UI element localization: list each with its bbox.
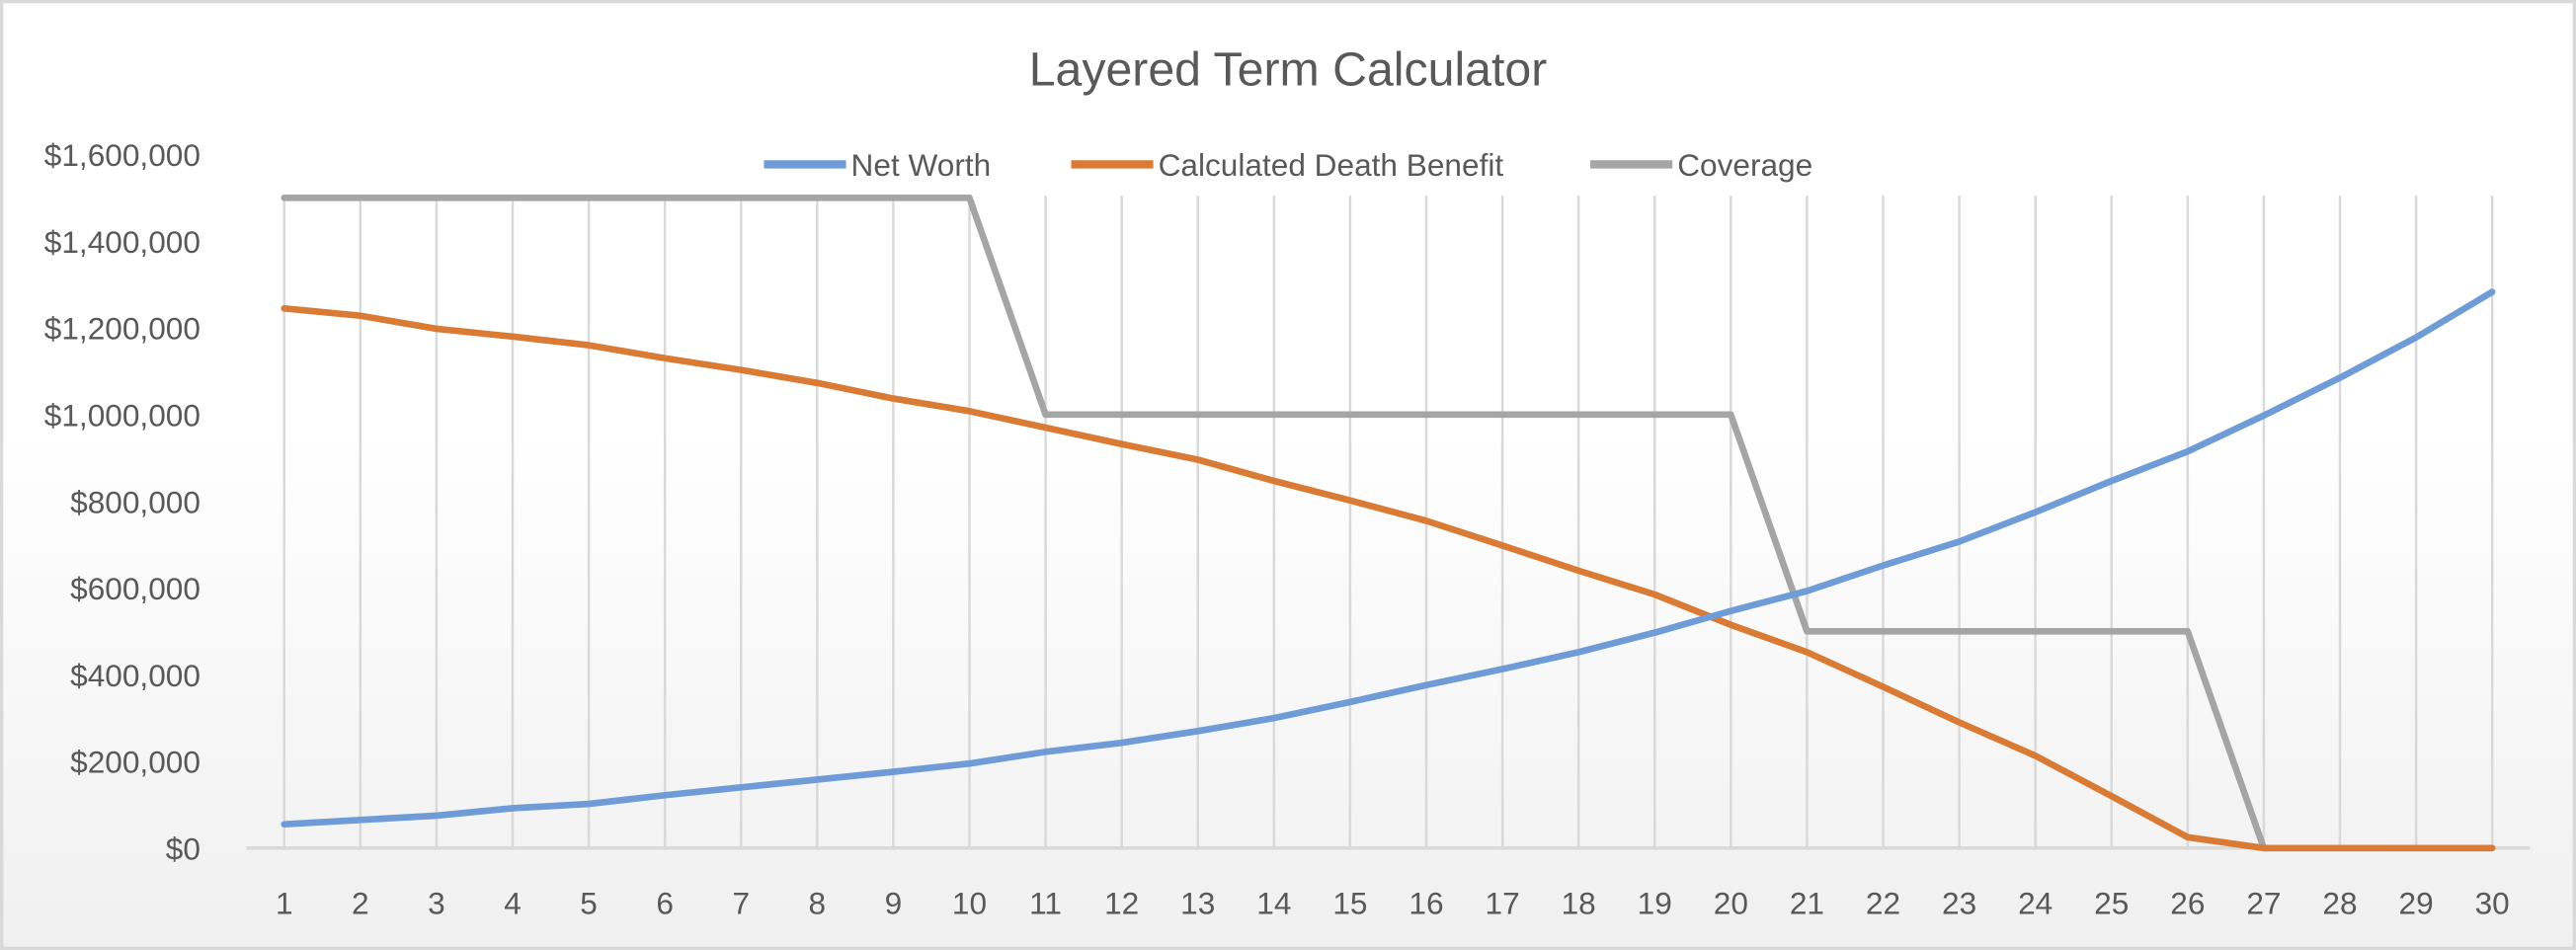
x-tick-label: 30 [2475, 885, 2510, 920]
x-tick-label: 19 [1638, 885, 1672, 920]
chart-title: Layered Term Calculator [1029, 43, 1548, 97]
x-tick-label: 24 [2018, 885, 2053, 920]
x-tick-label: 29 [2399, 885, 2434, 920]
legend-item-net-worth[interactable]: Net Worth [764, 147, 991, 183]
legend-item-coverage[interactable]: Coverage [1590, 147, 1812, 183]
x-tick-label: 20 [1714, 885, 1748, 920]
x-tick-label: 28 [2322, 885, 2357, 920]
x-tick-label: 11 [1029, 885, 1062, 920]
legend-item-calculated-death-benefit[interactable]: Calculated Death Benefit [1071, 147, 1503, 183]
x-tick-label: 4 [504, 885, 522, 920]
legend-label: Net Worth [851, 147, 992, 183]
x-tick-label: 14 [1256, 885, 1291, 920]
y-axis: $0 $200,000 $400,000 $600,000 $800,000 $1,000… [44, 137, 201, 866]
legend[interactable]: Net Worth Calculated Death Benefit Coverag… [764, 147, 1812, 183]
y-tick-label: $600,000 [70, 571, 201, 606]
x-tick-label: 5 [580, 885, 598, 920]
x-tick-label: 9 [885, 885, 903, 920]
series-lines [281, 195, 2496, 852]
y-tick-label: $1,400,000 [44, 224, 201, 260]
gridlines [246, 196, 2531, 850]
x-tick-label: 7 [732, 885, 750, 920]
x-tick-label: 21 [1790, 885, 1824, 920]
y-tick-label: $1,200,000 [44, 311, 201, 347]
series-line-calculated-death-benefit [281, 304, 2496, 852]
y-tick-label: $1,600,000 [44, 137, 201, 173]
x-tick-label: 22 [1866, 885, 1900, 920]
x-tick-label: 26 [2170, 885, 2205, 920]
x-tick-label: 12 [1104, 885, 1139, 920]
x-tick-label: 13 [1180, 885, 1215, 920]
x-tick-label: 27 [2246, 885, 2281, 920]
x-tick-label: 17 [1486, 885, 1520, 920]
legend-label: Coverage [1677, 147, 1812, 183]
series-line-net-worth [281, 288, 2496, 828]
x-tick-label: 16 [1409, 885, 1443, 920]
x-tick-label: 10 [952, 885, 987, 920]
y-tick-label: $200,000 [70, 745, 201, 780]
y-tick-label: $0 [166, 831, 201, 866]
legend-label: Calculated Death Benefit [1159, 147, 1504, 183]
x-tick-label: 15 [1332, 885, 1367, 920]
x-tick-label: 8 [809, 885, 827, 920]
y-tick-label: $1,000,000 [44, 397, 201, 433]
series-line-coverage [281, 195, 2496, 852]
y-tick-label: $800,000 [70, 484, 201, 519]
x-tick-label: 6 [656, 885, 674, 920]
x-axis: 1 2 3 4 5 6 7 8 9 10 11 12 13 14 15 16 17 18 19 20 21 22 23 24 2… [276, 885, 2510, 920]
x-tick-label: 3 [428, 885, 445, 920]
x-tick-label: 23 [1942, 885, 1976, 920]
x-tick-label: 2 [352, 885, 369, 920]
x-tick-label: 25 [2094, 885, 2129, 920]
y-tick-label: $400,000 [70, 658, 201, 693]
x-tick-label: 1 [276, 885, 293, 920]
x-tick-label: 18 [1562, 885, 1596, 920]
